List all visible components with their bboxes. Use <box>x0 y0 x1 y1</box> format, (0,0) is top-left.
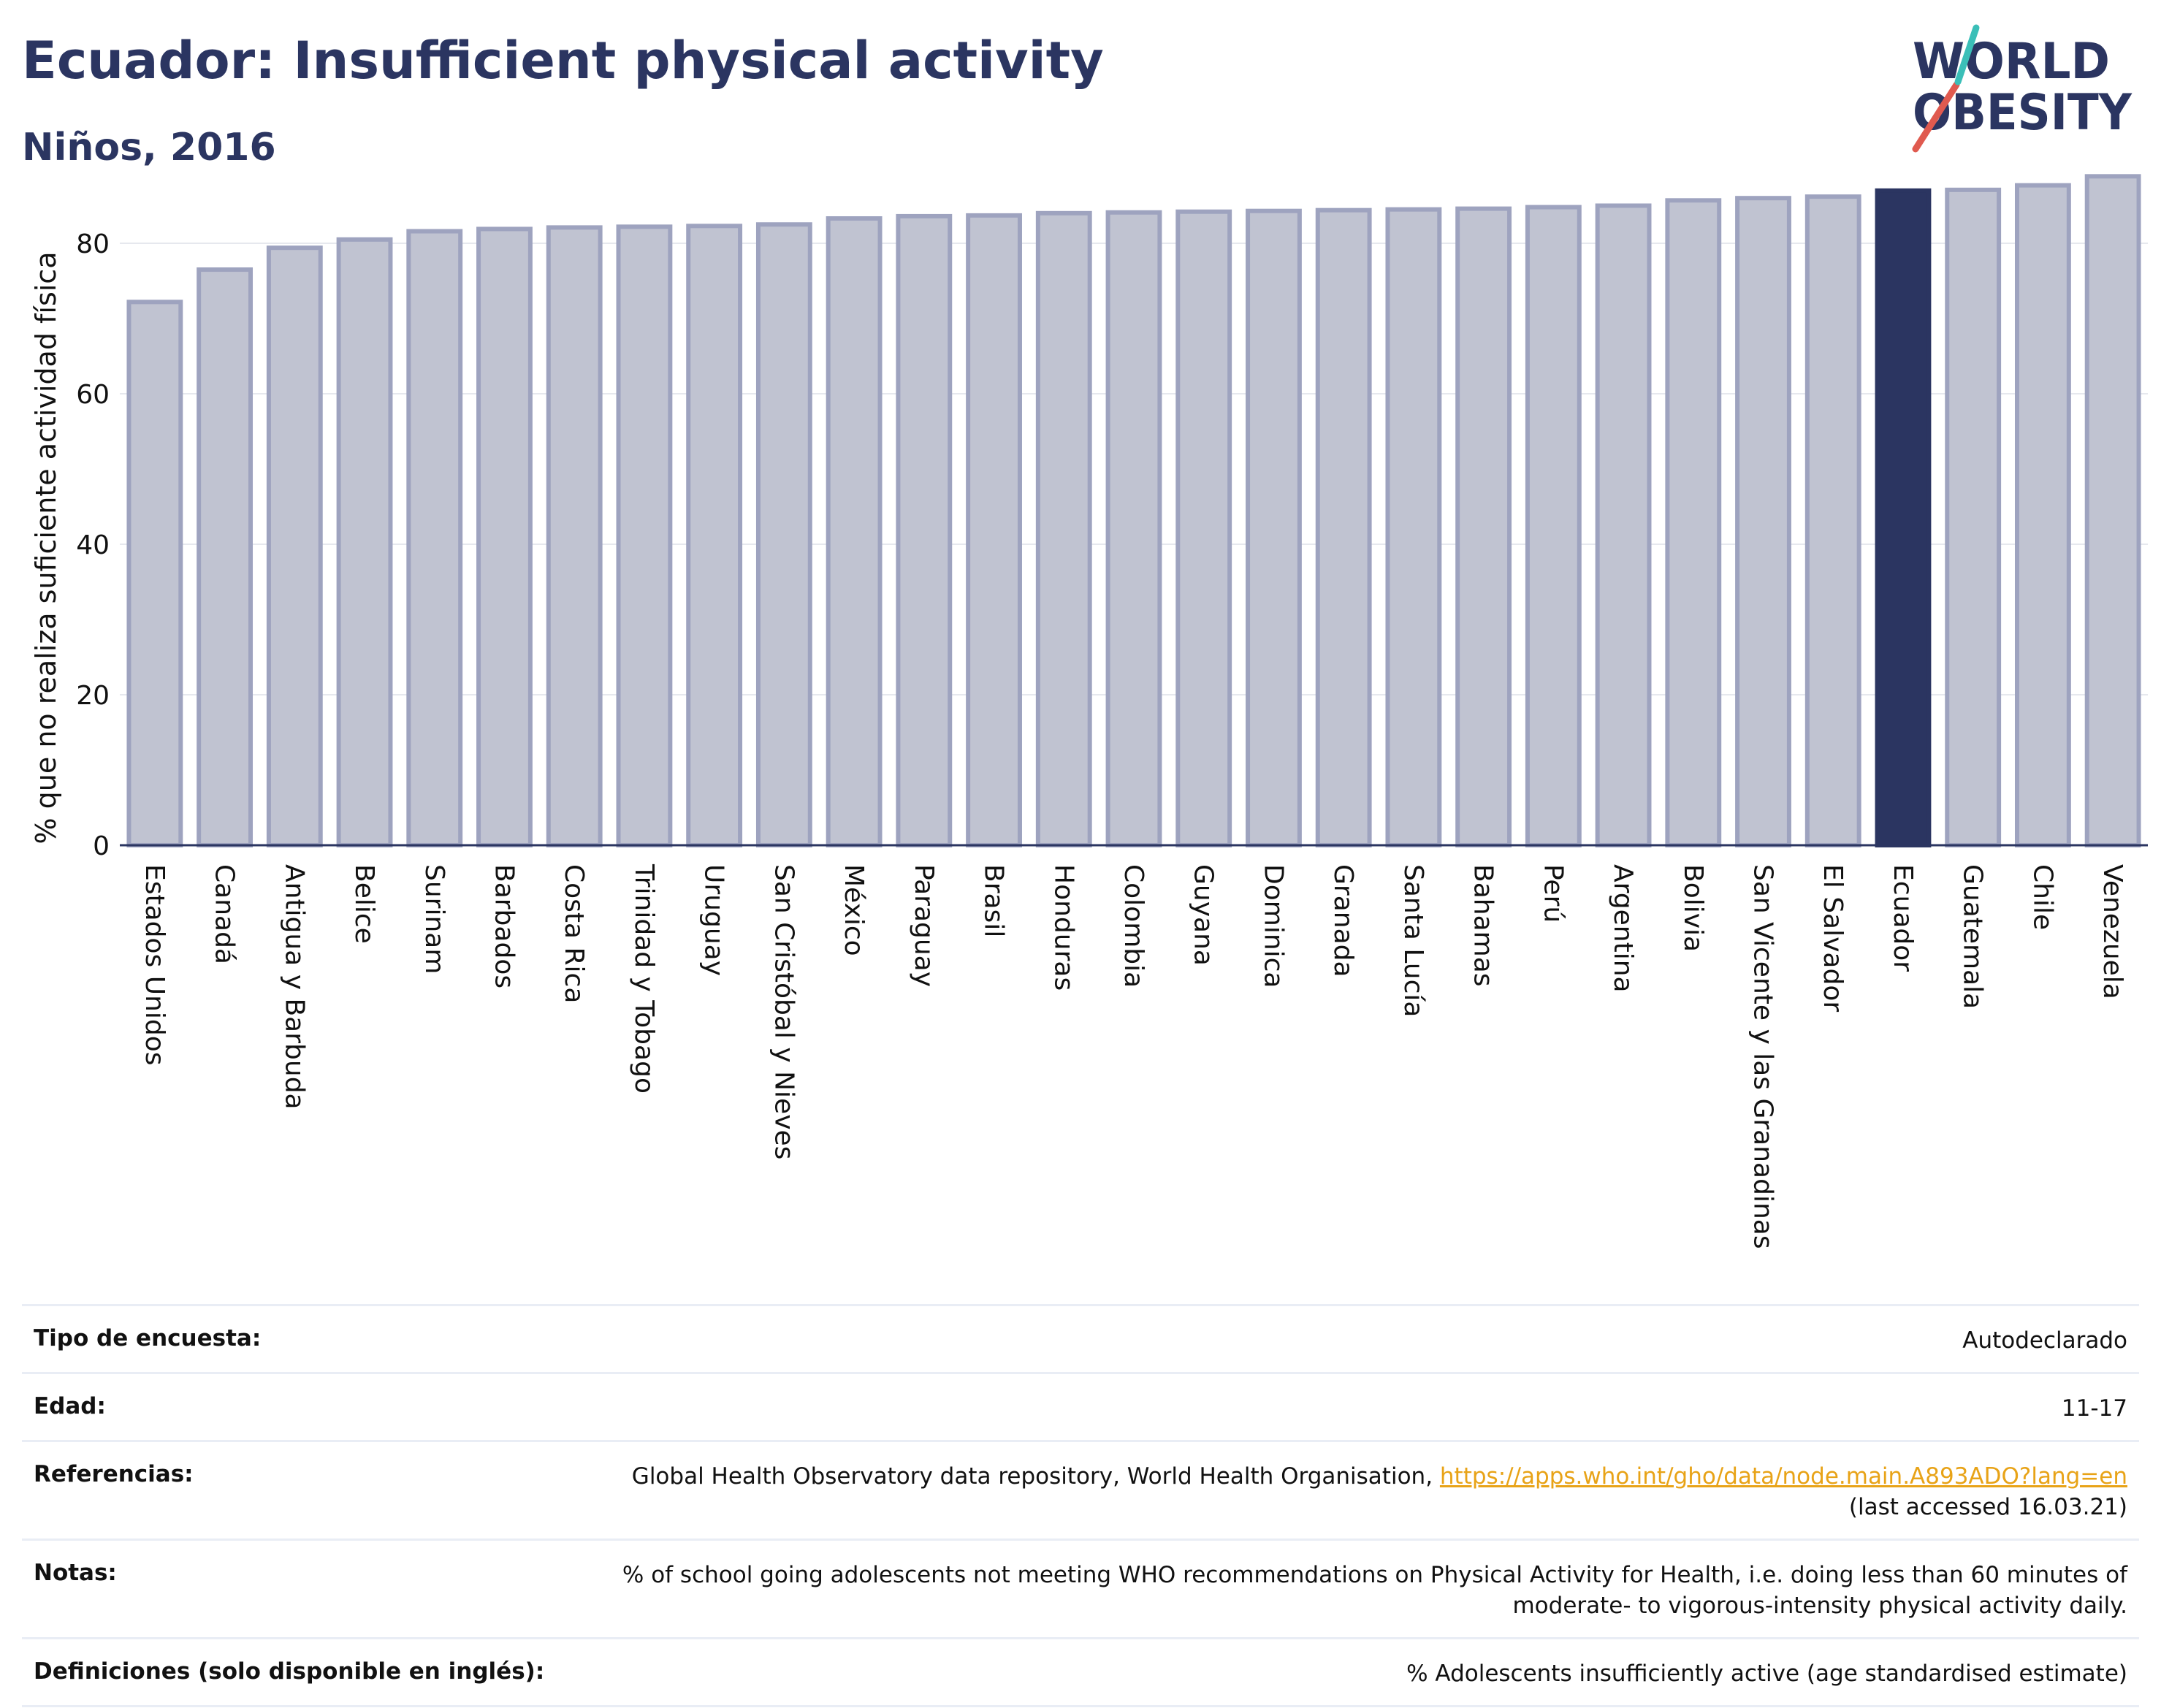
info-value: % Adolescents insufficiently active (age… <box>1406 1661 2127 1687</box>
x-tick-label: Dominica <box>1258 864 1288 988</box>
world-obesity-logo: WORLD OBESITY <box>1912 24 2133 153</box>
x-tick-label: San Vicente y las Granadinas <box>1748 864 1778 1249</box>
bar-dominica[interactable] <box>1246 208 1302 847</box>
bar-surinam[interactable] <box>406 229 463 847</box>
x-tick-label: Bolivia <box>1678 864 1708 952</box>
info-row-notes: Notas: % of school going adolescents not… <box>22 1539 2139 1637</box>
reference-accessed: (last accessed 16.03.21) <box>1848 1494 2127 1520</box>
x-tick-label: Santa Lucía <box>1398 864 1428 1017</box>
info-label: Notas: <box>34 1560 117 1586</box>
x-tick-label: Costa Rica <box>559 864 589 1003</box>
bar-canadá[interactable] <box>197 267 254 847</box>
bar-venezuela[interactable] <box>2084 174 2141 847</box>
bar-guatemala[interactable] <box>1945 187 2002 847</box>
x-tick-label: Ecuador <box>1888 864 1918 972</box>
y-tick-label: 0 <box>93 831 110 861</box>
bar-honduras[interactable] <box>1035 210 1092 847</box>
info-label: Referencias: <box>34 1461 194 1487</box>
x-tick-label: Honduras <box>1048 864 1078 991</box>
bar-belice[interactable] <box>336 237 393 848</box>
x-tick-label: Guyana <box>1189 864 1219 966</box>
bar-san-cristóbal-y-nieves[interactable] <box>755 222 812 847</box>
bar-brasil[interactable] <box>966 213 1022 847</box>
x-tick-label: Paraguay <box>909 864 939 987</box>
x-tick-label: Estados Unidos <box>140 864 169 1066</box>
x-tick-label: Granada <box>1328 864 1358 977</box>
y-tick-label: 60 <box>76 380 110 410</box>
bars <box>126 174 2141 848</box>
bar-perú[interactable] <box>1525 205 1582 847</box>
info-row-references: Referencias: Global Health Observatory d… <box>22 1440 2139 1539</box>
chart-subtitle: Niños, 2016 <box>22 126 276 169</box>
info-table: Tipo de encuesta: Autodeclarado Edad: 11… <box>22 1304 2139 1707</box>
logo-slash-red <box>1912 81 1960 153</box>
info-row-age: Edad: 11-17 <box>22 1372 2139 1440</box>
x-tick-label: Barbados <box>489 864 519 988</box>
y-tick-label: 80 <box>76 229 110 259</box>
info-value: Autodeclarado <box>1962 1327 2127 1354</box>
x-tick-label: Colombia <box>1118 864 1148 988</box>
x-tick-label: Surinam <box>419 864 449 974</box>
x-tick-label: Venezuela <box>2097 864 2127 999</box>
logo-slash-teal <box>1954 24 1980 85</box>
bar-colombia[interactable] <box>1105 210 1162 847</box>
x-tick-label: Argentina <box>1608 864 1638 993</box>
bar-paraguay[interactable] <box>896 213 953 848</box>
bar-guyana[interactable] <box>1175 209 1232 847</box>
bar-bolivia[interactable] <box>1665 198 1722 848</box>
y-axis-label: % que no realiza suficiente actividad fí… <box>30 252 62 845</box>
info-value: % of school going adolescents not meetin… <box>622 1562 2127 1619</box>
bar-méxico[interactable] <box>826 216 883 847</box>
bar-trinidad-y-tobago[interactable] <box>616 224 673 847</box>
x-tick-label: Brasil <box>979 864 1009 937</box>
y-tick-label: 40 <box>76 530 110 560</box>
bar-costa-rica[interactable] <box>546 225 603 847</box>
bar-san-vicente-y-las-granadinas[interactable] <box>1735 196 1791 847</box>
bar-argentina[interactable] <box>1595 203 1652 847</box>
x-tick-label: Bahamas <box>1468 864 1498 987</box>
x-tick-label: Chile <box>2027 864 2057 930</box>
reference-link[interactable]: https://apps.who.int/gho/data/node.main.… <box>1439 1463 2127 1490</box>
chart-title: Ecuador: Insufficient physical activity <box>22 31 1104 91</box>
x-tick-label: San Cristóbal y Nieves <box>769 864 799 1159</box>
x-tick-label: Uruguay <box>699 864 729 976</box>
x-tick-label: Trinidad y Tobago <box>629 863 659 1094</box>
info-label: Edad: <box>34 1393 106 1419</box>
bar-chile[interactable] <box>2014 183 2071 847</box>
x-tick-label: El Salvador <box>1818 864 1848 1012</box>
bar-granada[interactable] <box>1315 207 1372 847</box>
bar-bahamas[interactable] <box>1455 206 1512 847</box>
x-tick-label: Guatemala <box>1958 864 1988 1009</box>
info-row-survey-type: Tipo de encuesta: Autodeclarado <box>22 1304 2139 1372</box>
bar-estados-unidos[interactable] <box>126 300 183 847</box>
bar-el-salvador[interactable] <box>1804 194 1861 847</box>
x-tick-label: Canadá <box>210 864 240 964</box>
x-tick-label: México <box>839 864 869 956</box>
x-tick-label: Belice <box>349 864 379 944</box>
info-row-definitions: Definiciones (solo disponible en inglés)… <box>22 1637 2139 1707</box>
bar-uruguay[interactable] <box>686 224 743 847</box>
bar-ecuador[interactable] <box>1875 188 1932 847</box>
info-label: Tipo de encuesta: <box>34 1325 262 1351</box>
bar-antigua-y-barbuda[interactable] <box>266 245 323 847</box>
info-value: Global Health Observatory data repositor… <box>632 1461 2127 1522</box>
bar-barbados[interactable] <box>476 226 533 847</box>
reference-text: Global Health Observatory data repositor… <box>631 1463 1433 1490</box>
axis-labels: 0 20 40 60 80 Estados Unidos Canadá Antigua y B… <box>76 229 2127 1249</box>
x-tick-label: Perú <box>1538 864 1568 923</box>
info-value: 11-17 <box>2061 1395 2127 1422</box>
bar-chart: 0 20 40 60 80 Estados Unidos Canadá Antigua y B… <box>30 174 2148 1249</box>
y-tick-label: 20 <box>76 681 110 711</box>
info-label: Definiciones (solo disponible en inglés)… <box>34 1658 545 1685</box>
logo-line1: WORLD <box>1913 33 2110 91</box>
bar-santa-lucía[interactable] <box>1385 207 1442 847</box>
x-tick-label: Antigua y Barbuda <box>279 864 309 1110</box>
